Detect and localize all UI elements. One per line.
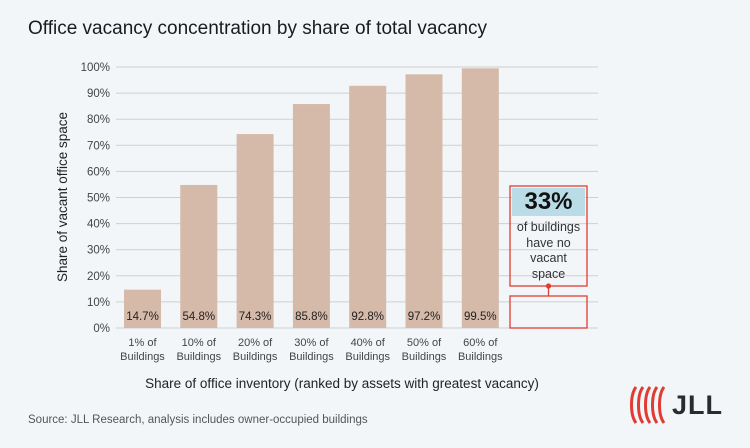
- y-tick-label: 70%: [87, 140, 110, 152]
- chart-title: Office vacancy concentration by share of…: [28, 18, 488, 39]
- x-tick-label: Buildings: [120, 351, 165, 363]
- callout-value: 33%: [512, 188, 585, 216]
- y-tick-label: 30%: [87, 245, 110, 257]
- bars: 14.7% 54.8% 74.3% 85.8% 92.8% 97.2% 99.5%: [124, 68, 499, 329]
- x-tick-label: Buildings: [233, 351, 278, 363]
- y-tick-label: 90%: [87, 88, 110, 100]
- bar: [236, 134, 274, 328]
- x-tick-label: Buildings: [345, 351, 390, 363]
- y-axis-label: Share of vacant office space: [55, 112, 70, 282]
- x-tick-label: Buildings: [402, 351, 447, 363]
- data-label: 99.5%: [464, 311, 497, 323]
- x-tick-label: 1% of: [128, 337, 157, 349]
- data-label: 54.8%: [182, 311, 215, 323]
- bar: [124, 289, 161, 328]
- y-tick-label: 10%: [87, 297, 110, 309]
- x-axis-label: Share of office inventory (ranked by ass…: [145, 376, 539, 391]
- y-tick-label: 60%: [87, 166, 110, 178]
- data-label: 14.7%: [126, 311, 159, 323]
- y-tick-label: 100%: [81, 62, 110, 74]
- callout-text: of buildings have no vacant space: [510, 220, 587, 282]
- x-tick-label: 40% of: [351, 337, 386, 349]
- x-tick-label: Buildings: [176, 351, 221, 363]
- jll-logo-icon: [630, 386, 666, 424]
- y-tick-label: 50%: [87, 193, 110, 205]
- callout-box: [509, 185, 588, 329]
- bar: [292, 104, 330, 328]
- x-tick-label: 50% of: [407, 337, 442, 349]
- callout-dot: [545, 283, 552, 289]
- x-tick-label: 30% of: [294, 337, 329, 349]
- callout-line: have no: [526, 235, 571, 250]
- bar: [405, 74, 443, 328]
- source-note: Source: JLL Research, analysis includes …: [28, 414, 368, 426]
- x-tick-label: 60% of: [463, 337, 498, 349]
- data-label: 97.2%: [408, 311, 441, 323]
- data-label: 92.8%: [351, 311, 384, 323]
- x-tick-label: Buildings: [458, 351, 503, 363]
- y-tick-label: 20%: [87, 271, 110, 283]
- y-axis-ticks: 0% 10% 20% 30% 40% 50% 60% 70% 80% 90% 100%: [81, 62, 110, 335]
- callout-line: of buildings: [516, 220, 581, 234]
- callout-line: space: [531, 266, 566, 281]
- x-tick-label: Buildings: [289, 351, 334, 363]
- y-tick-label: 0%: [93, 323, 110, 335]
- x-axis-ticks: 1% of Buildings 10% of Buildings 20% of Build…: [120, 337, 503, 363]
- y-tick-label: 80%: [87, 114, 110, 126]
- bar: [349, 85, 387, 329]
- callout-bracket: [509, 295, 588, 329]
- bar: [180, 184, 218, 328]
- bar: [461, 68, 499, 329]
- x-tick-label: 20% of: [238, 337, 273, 349]
- data-label: 74.3%: [239, 311, 272, 323]
- x-tick-label: 10% of: [182, 337, 217, 349]
- logo-text: JLL: [672, 390, 724, 420]
- y-tick-label: 40%: [87, 219, 110, 231]
- callout-line: vacant: [530, 251, 567, 265]
- data-label: 85.8%: [295, 311, 328, 323]
